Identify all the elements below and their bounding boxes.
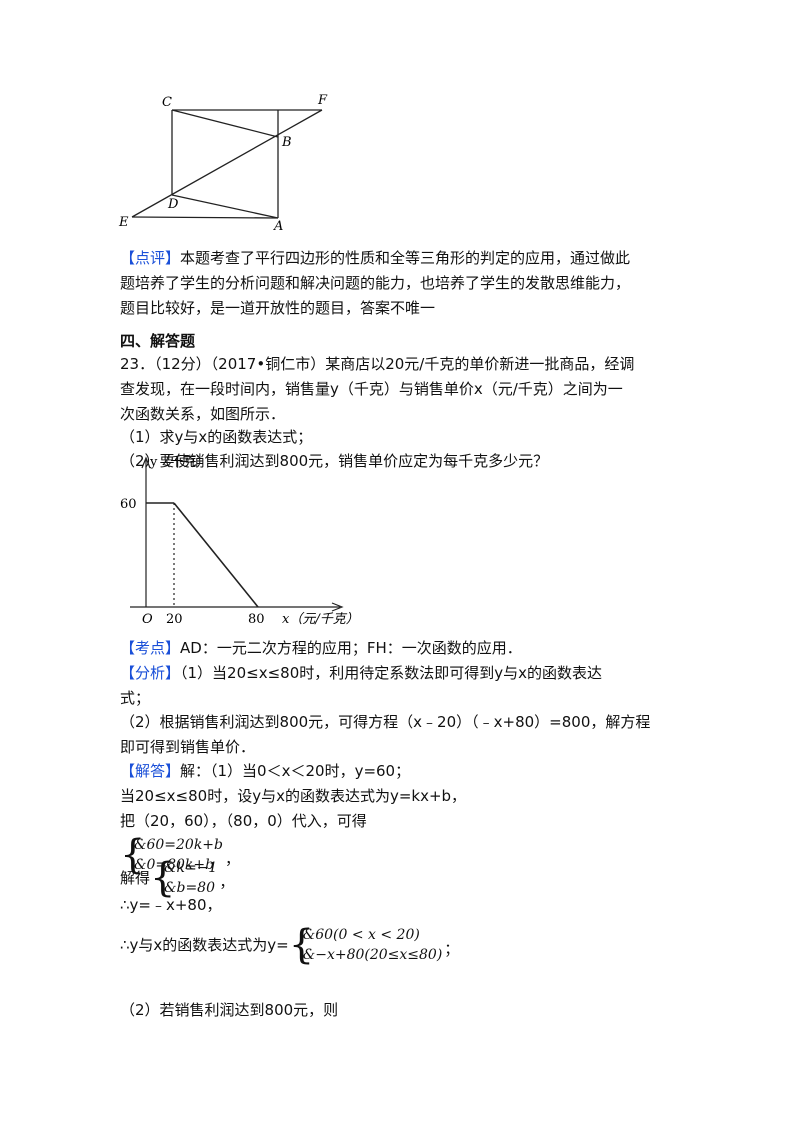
text: 当20≤x≤80时，设y与x的函数表达式为y=kx+b， <box>120 787 467 805</box>
text: AD：一元二次方程的应用；FH：一次函数的应用． <box>180 639 522 657</box>
tag: 【解答】 <box>120 762 181 780</box>
axis-label: x（元/千克） <box>282 611 359 627</box>
tag: 【点评】 <box>120 249 181 267</box>
tick-label: 20 <box>166 612 183 627</box>
text-line: 即可得到销售单价． <box>120 737 255 757</box>
text: （1）当20≤x≤80时，利用待定系数法即可得到y与x的函数表达 <box>180 664 603 682</box>
brace: { <box>150 855 176 901</box>
text-line: 题培养了学生的分析问题和解决问题的能力，也培养了学生的发散思维能力， <box>120 273 630 293</box>
equation: &60(0 < x < 20) <box>302 927 420 943</box>
function-graph: y（千克） 60 O 20 80 x（元/千克） <box>120 455 359 627</box>
equation-system: &60(0 < x < 20) &−x+80(20≤x≤80) <box>303 925 443 965</box>
tag: 【考点】 <box>120 639 181 657</box>
text-line: 题目比较好，是一道开放性的题目，答案不唯一 <box>120 298 435 318</box>
text-line: 【分析】（1）当20≤x≤80时，利用待定系数法即可得到y与x的函数表达 <box>120 663 602 683</box>
tick-label: 80 <box>248 612 265 627</box>
point-label: E <box>118 215 129 230</box>
tick-label: 60 <box>120 497 137 512</box>
text-line: 【点评】本题考查了平行四边形的性质和全等三角形的判定的应用，通过做此 <box>120 248 630 268</box>
equation: &0=80k+b <box>134 857 215 873</box>
point-label: C <box>162 95 172 110</box>
point-label: B <box>281 135 292 150</box>
prefix: ∴y与x的函数表达式为y= <box>120 936 289 954</box>
result-line: ∴y=﹣x+80， <box>120 896 222 914</box>
text-line: 当20≤x≤80时，设y与x的函数表达式为y=kx+b， <box>120 786 466 806</box>
text: 23．（12分）（2017•铜仁市）某商店以20元/千克的单价新进一批商品，经调 <box>120 355 635 373</box>
text-line: 查发现，在一段时间内，销售量y（千克）与销售单价x（元/千克）之间为一 <box>120 379 623 399</box>
equation: &b=80 <box>164 880 215 896</box>
brace: { <box>288 922 315 968</box>
section-heading: 四、解答题 <box>120 332 196 350</box>
text: 题目比较好，是一道开放性的题目，答案不唯一 <box>120 299 436 317</box>
text: 查发现，在一段时间内，销售量y（千克）与销售单价x（元/千克）之间为一 <box>120 380 623 398</box>
text-line: 23．（12分）（2017•铜仁市）某商店以20元/千克的单价新进一批商品，经调 <box>120 354 634 374</box>
text-line: 【解答】解：（1）当0＜x＜20时，y=60； <box>120 761 410 781</box>
text: 把（20，60），（80，0）代入，可得 <box>120 812 367 830</box>
point-label: A <box>273 219 283 234</box>
text: 次函数关系，如图所示． <box>120 405 286 423</box>
point-label: D <box>167 197 179 212</box>
brace: { <box>120 832 146 878</box>
text-line: （2）要使销售利润达到800元，销售单价应定为每千克多少元？ <box>120 451 548 471</box>
text: 即可得到销售单价． <box>120 738 256 756</box>
origin-label: O <box>142 612 153 627</box>
point-label: F <box>317 93 328 108</box>
text-line: 式； <box>120 688 150 708</box>
text-line: 把（20，60），（80，0）代入，可得 <box>120 811 367 831</box>
equation: &k=−1 <box>164 860 218 876</box>
equation-system: &k=−1 &b=80 <box>164 858 217 898</box>
prefix: 解得 <box>120 869 151 887</box>
text-line: 【考点】AD：一元二次方程的应用；FH：一次函数的应用． <box>120 638 522 658</box>
text: （2）根据销售利润达到800元，可得方程（x﹣20）（﹣x+80）=800，解方… <box>120 713 651 731</box>
text: 式； <box>120 689 151 707</box>
text: 解：（1）当0＜x＜20时，y=60； <box>180 762 411 780</box>
text-line: （2）根据销售利润达到800元，可得方程（x﹣20）（﹣x+80）=800，解方… <box>120 712 650 732</box>
text: 题培养了学生的分析问题和解决问题的能力，也培养了学生的发散思维能力， <box>120 274 631 292</box>
equation-system: &60=20k+b &0=80k+b <box>134 835 223 875</box>
axis-label: y（千克） <box>149 455 209 470</box>
equation: &−x+80(20≤x≤80) <box>302 947 443 963</box>
text-line: （2）若销售利润达到800元，则 <box>120 1001 339 1019</box>
punct: ， <box>225 850 241 868</box>
geometry-figure: C F B D E A <box>118 93 328 234</box>
text-line: 次函数关系，如图所示． <box>120 404 285 424</box>
equation: &60=20k+b <box>134 837 223 853</box>
text: （1）求y与x的函数表达式； <box>120 428 313 446</box>
tag: 【分析】 <box>120 664 181 682</box>
text: （2）要使销售利润达到800元，销售单价应定为每千克多少元？ <box>120 452 549 470</box>
punct: ； <box>444 940 460 958</box>
text: 本题考查了平行四边形的性质和全等三角形的判定的应用，通过做此 <box>180 249 631 267</box>
punct: ， <box>219 873 235 891</box>
text-line: （1）求y与x的函数表达式； <box>120 427 312 447</box>
